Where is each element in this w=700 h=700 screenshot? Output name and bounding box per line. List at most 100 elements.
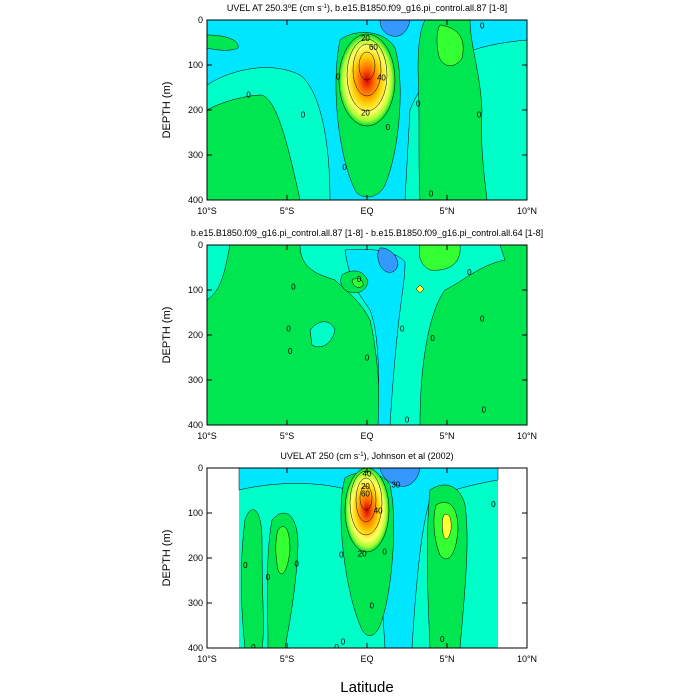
panel-2-contour-label: 0: [400, 324, 405, 333]
panel-1-contour-label: 0: [416, 99, 421, 108]
panel-3-jet-contour-c: [359, 485, 373, 511]
panel-3-contour-label: 0: [243, 561, 248, 570]
panel-2-ytick-label: 0: [198, 240, 203, 250]
panel-3-contour-label: 40: [374, 506, 383, 515]
panel-3-xtick-label: 10°S: [197, 654, 217, 664]
panel-1-ytick-label: 200: [188, 105, 203, 115]
panel-3-jet-contour-b: [355, 477, 377, 523]
panel-2-region-lightgreen: [419, 245, 461, 271]
panel-2-yaxis: 0 100 200 300 400: [188, 240, 527, 430]
panel-1-jet-contour-a: [346, 38, 388, 112]
panel-3-ytick-label: 200: [188, 553, 203, 563]
panel-2-contour-label: 0: [480, 314, 485, 323]
panel-1-ytick-label: 100: [188, 60, 203, 70]
panel-2-region-blue: [377, 247, 399, 273]
panel-2: b.e15.B1850.f09_g16.pi_control.all.87 [1…: [161, 228, 543, 441]
panel-2-contour-label: 0: [365, 354, 370, 363]
panel-1-region-green-left: [207, 94, 301, 200]
panel-3-xlabel: Latitude: [340, 679, 393, 696]
panel-1-region-green-right: [417, 20, 488, 200]
panel-2-region-lightgreen-jet: [351, 278, 364, 288]
panel-1-xtick-label: EQ: [360, 206, 373, 216]
panel-3-contour-label: 0: [334, 643, 339, 652]
panel-2-contour-label: 0: [357, 275, 362, 284]
panel-3-region-blue: [379, 468, 421, 487]
panel-3: UVEL AT 250 (cm s-1), Johnson et al (200…: [161, 451, 537, 696]
panel-3-contour-label: 0: [251, 643, 256, 652]
panel-1-xtick-label: 10°S: [197, 206, 217, 216]
panel-3-contour-label: 20: [361, 482, 370, 491]
panel-3-ylabel: DEPTH (m): [161, 530, 173, 587]
panel-2-ytick-label: 100: [188, 285, 203, 295]
panel-1-contour-label: 0: [246, 90, 251, 99]
panel-1-contour-label: 40: [377, 74, 386, 83]
panel-3-contour-label: 0: [339, 550, 344, 559]
panel-3-contour-label: 30: [391, 481, 400, 490]
panel-1-ytick-label: 400: [188, 195, 203, 205]
panel-3-contour-label: 40: [363, 469, 372, 478]
panel-2-xtick-label: 10°S: [197, 431, 217, 441]
panel-2-contour-label: 0: [467, 268, 472, 277]
panel-3-xaxis: 10°S 5°S EQ 5°N 10°N: [197, 468, 537, 664]
panel-3-contour-label: 20: [358, 550, 367, 559]
panel-3-contour-label: 60: [361, 490, 370, 499]
panel-2-contour-label: 0: [288, 347, 293, 356]
panel-2-contour-label: 0: [430, 334, 435, 343]
panel-2-contour-label: 0: [482, 405, 487, 414]
panel-2-region-cyan-lower: [309, 321, 336, 348]
panel-1-title: UVEL AT 250.3oE (cm s-1), b.e15.B1850.f0…: [227, 3, 507, 13]
panel-2-ytick-label: 200: [188, 330, 203, 340]
panel-1-ylabel: DEPTH (m): [161, 82, 173, 139]
panel-1-xaxis: 10°S 5°S EQ 5°N 10°N: [197, 20, 537, 216]
panel-2-xtick-label: 5°N: [439, 431, 454, 441]
panel-1-jet-contour-c: [358, 51, 376, 81]
panel-3-region-green-a: [241, 509, 264, 648]
panel-1-contour-label: 60: [369, 43, 378, 52]
panel-2-xtick-label: 5°S: [280, 431, 295, 441]
panel-1-xtick-label: 10°N: [517, 206, 537, 216]
panel-1-ytick-label: 300: [188, 150, 203, 160]
panel-2-xtick-label: 10°N: [517, 431, 537, 441]
panel-2-contour-label: 0: [405, 416, 410, 425]
panel-2-ytick-label: 400: [188, 420, 203, 430]
panel-1-jet-contour-b: [352, 43, 382, 97]
panel-2-ytick-label: 300: [188, 375, 203, 385]
panel-1-contour-label: 0: [336, 72, 341, 81]
panel-2-contour-labels: 0 0 0 0 0 0 0 0 0 0 0: [286, 268, 486, 425]
panel-2-xaxis: 10°S 5°S EQ 5°N 10°N: [197, 245, 537, 441]
panel-1-contour-label: 0: [301, 111, 306, 120]
panel-2-region-yellow: [415, 284, 425, 294]
panel-3-ytick-label: 400: [188, 643, 203, 653]
panel-2-region-cyan-left: [207, 245, 231, 301]
panel-3-contour-label: 0: [370, 601, 375, 610]
panel-3-contour-label: 0: [491, 500, 496, 509]
panel-1-contour-label: 0: [342, 163, 347, 172]
panel-1-xtick-label: 5°S: [280, 206, 295, 216]
panel-2-ylabel: DEPTH (m): [161, 307, 173, 364]
panel-2-xtick-label: EQ: [360, 431, 373, 441]
panel-3-xtick-label: EQ: [360, 654, 373, 664]
panel-3-ytick-label: 300: [188, 598, 203, 608]
panel-2-title: b.e15.B1850.f09_g16.pi_control.all.87 [1…: [191, 228, 543, 238]
panel-3-contour-label: 0: [440, 635, 445, 644]
panel-3-xtick-label: 10°N: [517, 654, 537, 664]
panel-3-xtick-label: 5°N: [439, 654, 454, 664]
panel-3-ytick-label: 100: [188, 508, 203, 518]
panel-3-contour-label: 0: [266, 573, 271, 582]
panel-1: UVEL AT 250.3oE (cm s-1), b.e15.B1850.f0…: [161, 3, 537, 216]
panel-2-contour-label: 0: [291, 282, 296, 291]
panel-1-contour-label: 0: [480, 21, 485, 30]
panel-1-contour-label: 0: [386, 123, 391, 132]
panel-3-contour-label: 0: [382, 547, 387, 556]
panel-2-contour-label: 0: [286, 324, 291, 333]
panel-3-contour-label: 0: [341, 637, 346, 646]
panel-3-ytick-label: 0: [198, 463, 203, 473]
panel-3-region-lightgreen-b: [275, 526, 291, 575]
panel-3-contour-label: 0: [294, 559, 299, 568]
panel-1-region-lightgreen: [436, 24, 464, 66]
